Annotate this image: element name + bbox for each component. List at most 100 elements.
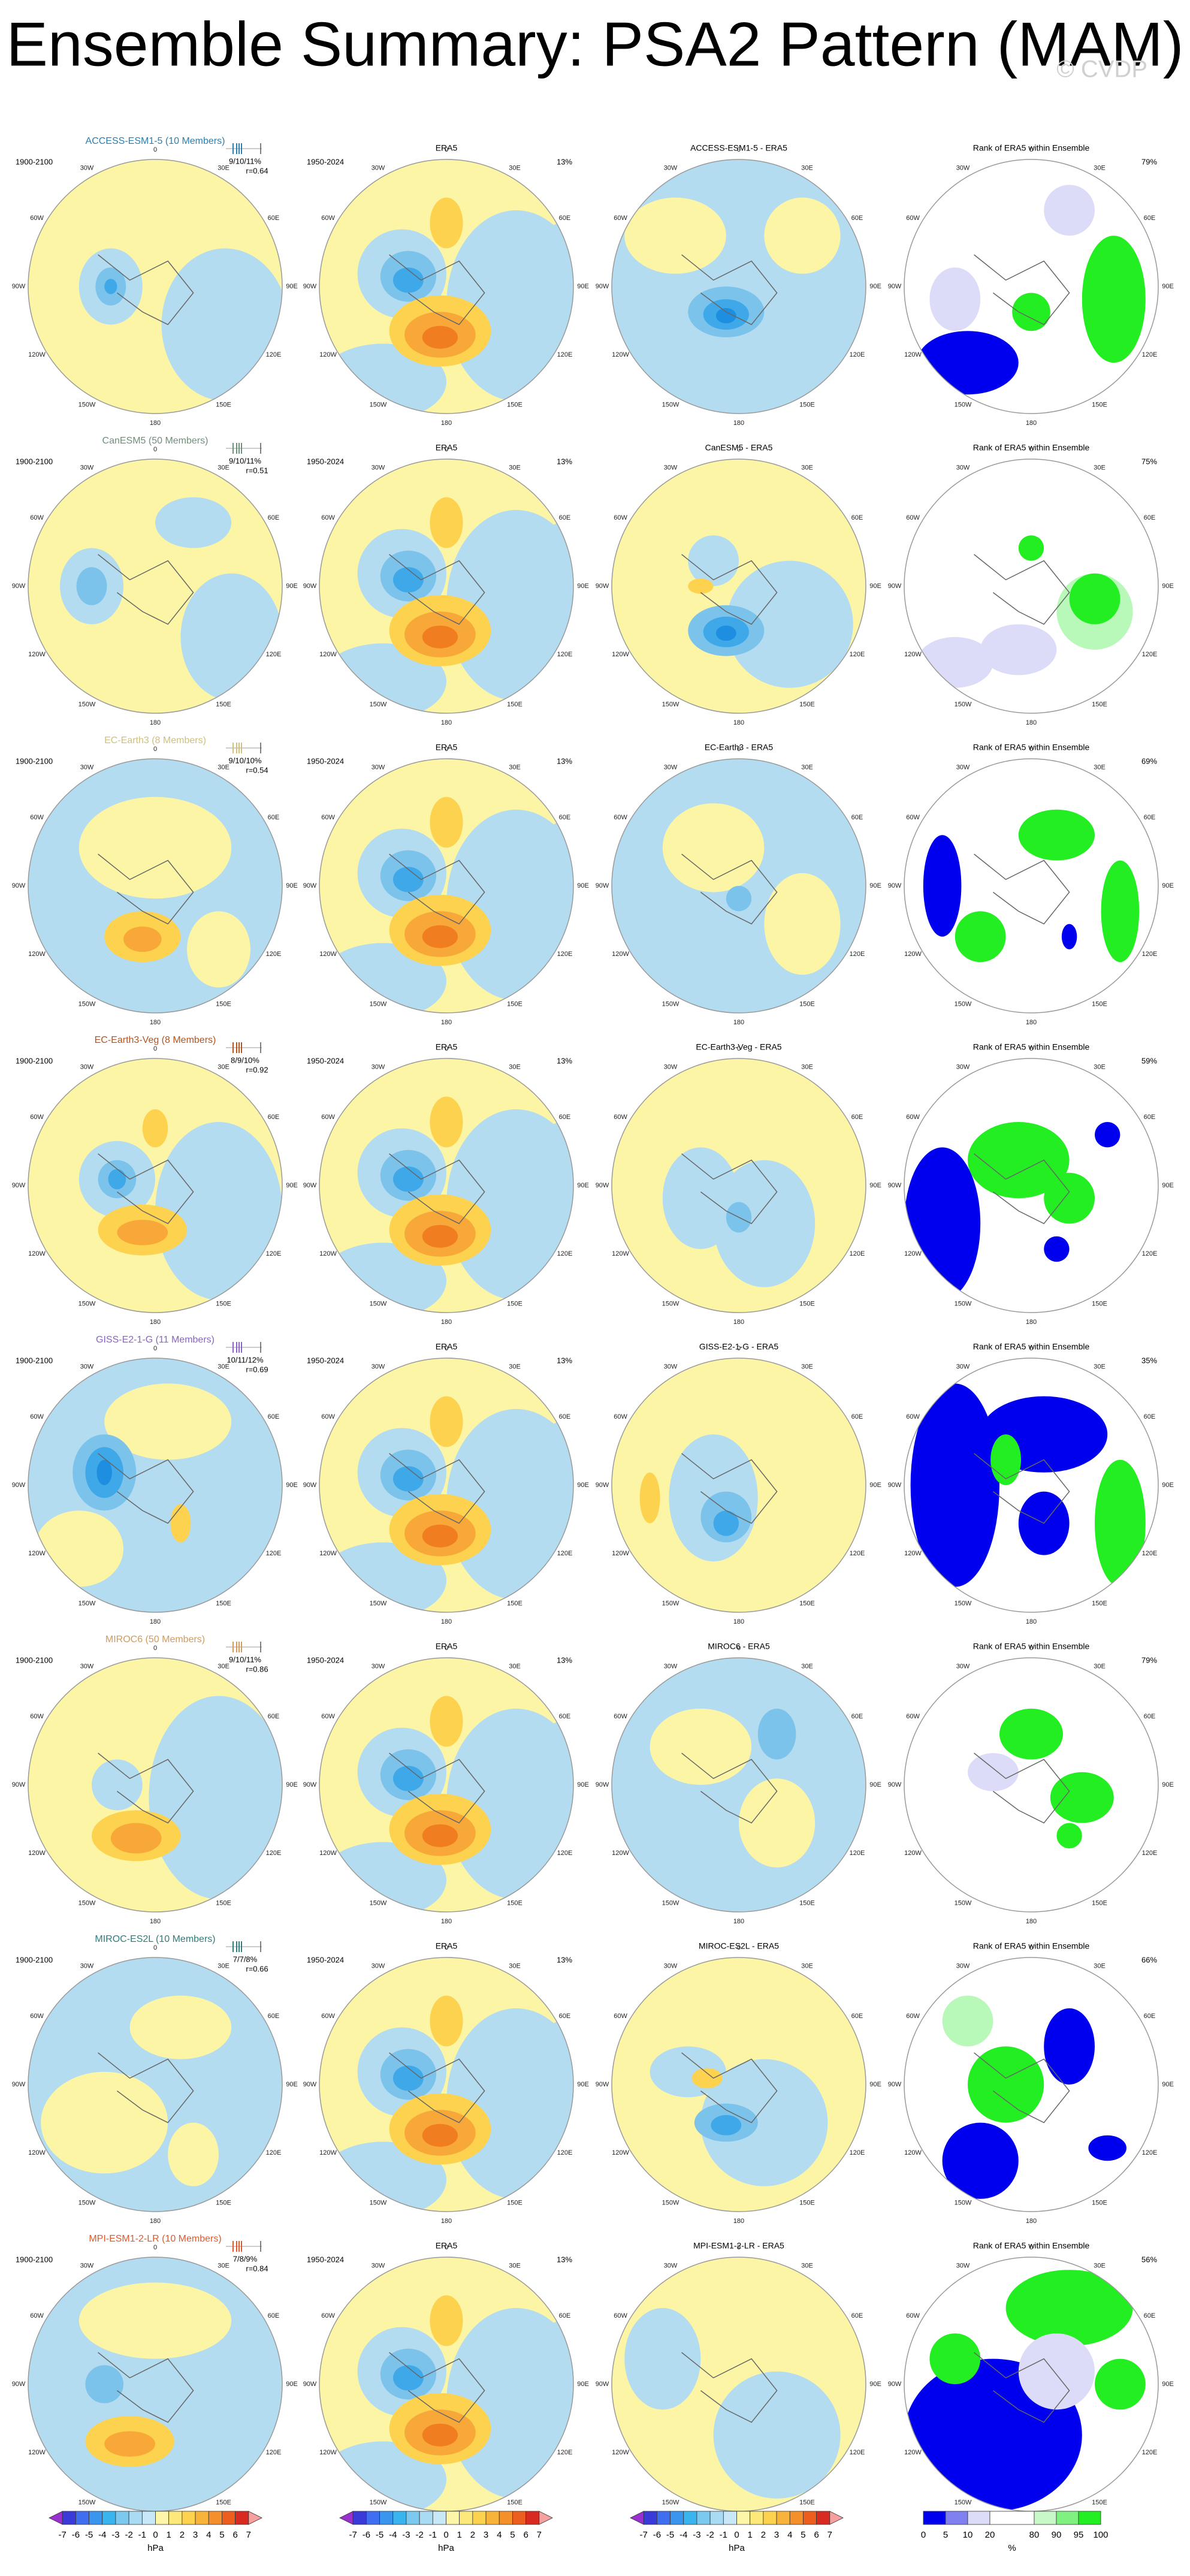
longitude-label: 30E: [509, 1363, 521, 1370]
colorbar-label: 3: [484, 2530, 488, 2540]
colorbar-label: -4: [389, 2530, 397, 2540]
coastline: [389, 2052, 485, 2123]
longitude-label: 30W: [372, 464, 385, 471]
contour-region: [624, 197, 726, 274]
coastline: [98, 554, 194, 625]
map: [612, 2257, 866, 2511]
contour-region: [1061, 924, 1077, 950]
longitude-label: 30W: [664, 464, 678, 471]
longitude-label: 30W: [956, 1663, 970, 1670]
watermark: © CVDP: [1056, 56, 1147, 83]
longitude-label: 30W: [80, 2262, 94, 2269]
longitude-label: 150W: [955, 1000, 972, 1008]
colorbar-cell: [829, 2511, 844, 2525]
longitude-label: 0: [1029, 746, 1033, 753]
longitude-label: 60E: [851, 2013, 863, 2020]
longitude-label: 150W: [370, 2199, 387, 2206]
longitude-label: 150E: [507, 1000, 522, 1008]
longitude-label: 0: [1029, 1944, 1033, 1951]
map: [319, 759, 573, 1013]
longitude-label: 0: [445, 1645, 448, 1652]
longitude-label: 150E: [1092, 401, 1107, 408]
colorbar-label: 90: [1052, 2530, 1062, 2540]
colorbar-label: -1: [720, 2530, 727, 2540]
coastline: [98, 2352, 194, 2423]
colorbar-label: 0: [921, 2530, 926, 2540]
variance-label: 9/10/11%: [229, 1655, 261, 1664]
colorbar-cell: [1056, 2511, 1079, 2525]
longitude-label: 120W: [612, 651, 629, 658]
colorbar-cell: [1078, 2511, 1101, 2525]
colorbar-unit: %: [1008, 2543, 1016, 2553]
longitude-label: 90W: [12, 1781, 26, 1788]
colorbar-cell: [115, 2511, 129, 2525]
contour-region: [929, 267, 981, 331]
period-label: 1900-2100: [16, 1056, 53, 1065]
contour-region: [430, 197, 463, 249]
map: [319, 1658, 573, 1912]
contour-region: [430, 1696, 463, 1747]
longitude-label: 180: [733, 2218, 744, 2225]
contour-region: [713, 2371, 841, 2499]
colorbar-cell: [670, 2511, 684, 2525]
map-border: [28, 1957, 283, 2212]
colorbar-label: -6: [72, 2530, 80, 2540]
longitude-label: 60E: [559, 2013, 571, 2020]
longitude-label: 90W: [888, 2381, 902, 2388]
colorbar-cell: [446, 2511, 460, 2525]
longitude-label: 0: [445, 446, 448, 453]
contour-region: [548, 2021, 573, 2047]
longitude-label: 120W: [904, 2449, 922, 2456]
longitude-label: 60W: [321, 1114, 335, 1121]
correlation-label: r=0.54: [246, 765, 268, 774]
coastline: [681, 1153, 778, 1224]
panel-title: ERA5: [436, 1941, 458, 1951]
map: [28, 159, 282, 414]
contour-region: [757, 1708, 796, 1760]
longitude-label: 30W: [956, 1363, 970, 1370]
longitude-label: 30W: [664, 1962, 678, 1969]
colorbar-label: -5: [85, 2530, 93, 2540]
colorbar-label: -7: [59, 2530, 67, 2540]
longitude-label: 30W: [80, 1663, 94, 1670]
contour-region: [929, 2333, 981, 2385]
longitude-label: 180: [150, 1319, 161, 1326]
contour-region: [104, 1383, 232, 1460]
longitude-label: 150E: [507, 401, 522, 408]
longitude-label: 150W: [662, 2199, 679, 2206]
contour-region: [650, 1708, 752, 1785]
coastline: [974, 2352, 1070, 2423]
contour-region: [392, 2065, 424, 2091]
longitude-label: 120E: [266, 1250, 282, 1257]
colorbar-label: -2: [415, 2530, 423, 2540]
longitude-label: 120W: [612, 1850, 629, 1857]
period-label: 1900-2100: [16, 756, 53, 765]
variance-label: 13%: [557, 1056, 572, 1065]
longitude-label: 150W: [78, 1899, 96, 1907]
map-border: [319, 159, 574, 414]
longitude-label: 90E: [286, 2381, 298, 2388]
model-title: ACCESS-ESM1-5 (10 Members): [86, 136, 225, 146]
longitude-label: 90E: [869, 283, 881, 290]
longitude-label: 150W: [370, 1000, 387, 1008]
longitude-label: 60E: [1144, 215, 1156, 222]
longitude-label: 180: [1026, 1618, 1037, 1625]
panel-title: MPI-ESM1-2-LR - ERA5: [693, 2241, 784, 2251]
colorbar-label: -4: [679, 2530, 687, 2540]
longitude-label: 90W: [303, 2081, 317, 2088]
contour-region: [180, 573, 282, 701]
longitude-label: 0: [737, 1045, 741, 1052]
longitude-label: 60E: [1144, 1713, 1156, 1720]
longitude-label: 120W: [904, 1850, 922, 1857]
longitude-label: 30E: [218, 1962, 229, 1969]
contour-region: [430, 797, 463, 848]
colorbar-cell: [1034, 2511, 1057, 2525]
contour-region: [942, 1995, 993, 2047]
longitude-label: 150E: [1092, 1600, 1107, 1607]
longitude-label: 60W: [321, 215, 335, 222]
colorbar-label: -5: [376, 2530, 383, 2540]
longitude-label: 30E: [1094, 764, 1106, 771]
longitude-label: 150W: [78, 1600, 96, 1607]
longitude-label: 180: [441, 1618, 452, 1625]
longitude-label: 150W: [370, 2499, 387, 2506]
